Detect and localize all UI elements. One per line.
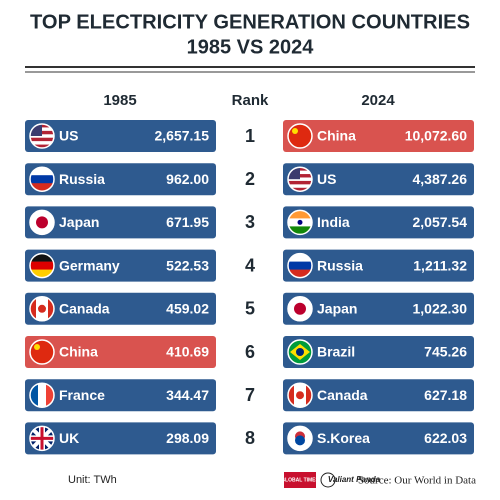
generation-value: 298.09 — [166, 430, 209, 446]
generation-value: 459.02 — [166, 301, 209, 317]
country-bar — [25, 249, 216, 282]
country-name: India — [317, 214, 350, 230]
column-header: 1985 — [103, 92, 136, 109]
flag-border — [287, 252, 313, 279]
country-bar — [283, 336, 474, 368]
generation-value: 10,072.60 — [405, 128, 467, 144]
rank-number: 4 — [245, 255, 255, 275]
title: TOP ELECTRICITY GENERATION COUNTRIES — [30, 11, 470, 33]
country-bar — [283, 163, 474, 196]
country-bar — [25, 120, 216, 152]
country-name: Canada — [317, 387, 368, 403]
generation-value: 671.95 — [166, 214, 209, 230]
flag-border — [29, 296, 55, 322]
rank-number: 3 — [245, 212, 255, 232]
flag-border — [29, 252, 55, 279]
source: Source: Our World in Data — [358, 475, 476, 487]
country-bar — [283, 206, 474, 239]
logo — [320, 472, 336, 488]
generation-value: 1,211.32 — [413, 257, 467, 273]
flag-border — [287, 296, 313, 322]
generation-value: 1,022.30 — [413, 301, 468, 317]
country-bar — [283, 249, 474, 282]
rank-number: 5 — [245, 299, 255, 319]
generation-value: 627.18 — [424, 387, 467, 403]
country-bar — [283, 292, 474, 325]
country-bar — [25, 422, 216, 455]
rank-number: 2 — [245, 169, 255, 189]
country-bar — [25, 379, 216, 412]
flag-border — [287, 123, 313, 149]
column-header: 2024 — [361, 92, 395, 109]
rank-number: 6 — [245, 342, 255, 362]
flag-icon — [30, 124, 54, 148]
subtitle: 1985 VS 2024 — [187, 36, 315, 58]
logo-text: GLOBAL TIMES — [281, 477, 319, 483]
flag-border — [29, 166, 55, 192]
country-name: China — [59, 344, 98, 360]
country-bar — [25, 336, 216, 368]
logo-text: Valiant Panda — [328, 475, 381, 484]
generation-value: 522.53 — [166, 257, 209, 273]
logo — [284, 472, 316, 488]
column-header: Rank — [232, 92, 269, 109]
generation-value: 2,057.54 — [413, 214, 468, 230]
country-name: Russia — [317, 257, 363, 273]
country-name: Russia — [59, 171, 105, 187]
flag-border — [29, 382, 55, 408]
flag-border — [287, 382, 313, 408]
country-name: China — [317, 128, 356, 144]
flag-border — [287, 339, 313, 365]
flag-border — [29, 339, 55, 365]
flag-border — [287, 209, 313, 236]
generation-value: 4,387.26 — [413, 171, 468, 187]
country-bar — [283, 379, 474, 412]
country-name: S.Korea — [317, 430, 370, 446]
country-name: US — [59, 128, 78, 144]
flag-border — [29, 209, 55, 236]
flag-border — [29, 123, 55, 149]
flag-border — [287, 425, 313, 452]
country-bar — [283, 422, 474, 455]
flag-border — [29, 425, 55, 452]
country-name: UK — [59, 430, 79, 446]
country-name: Brazil — [317, 344, 355, 360]
generation-value: 410.69 — [166, 344, 209, 360]
country-bar — [25, 206, 216, 239]
generation-value: 344.47 — [166, 387, 209, 403]
generation-value: 962.00 — [166, 171, 209, 187]
country-name: Japan — [59, 214, 99, 230]
country-bar — [25, 292, 216, 325]
generation-value: 2,657.15 — [155, 128, 210, 144]
unit-note: Unit: TWh — [68, 474, 117, 486]
rank-number: 1 — [245, 126, 255, 146]
country-name: Canada — [59, 301, 110, 317]
country-bar — [283, 120, 474, 152]
country-name: Germany — [59, 257, 120, 273]
generation-value: 622.03 — [424, 430, 467, 446]
rank-number: 8 — [245, 428, 255, 448]
country-name: Japan — [317, 301, 357, 317]
country-name: US — [317, 171, 336, 187]
country-bar — [25, 163, 216, 196]
rank-number: 7 — [245, 385, 255, 405]
country-name: France — [59, 387, 105, 403]
flag-border — [287, 166, 313, 192]
generation-value: 745.26 — [424, 344, 467, 360]
